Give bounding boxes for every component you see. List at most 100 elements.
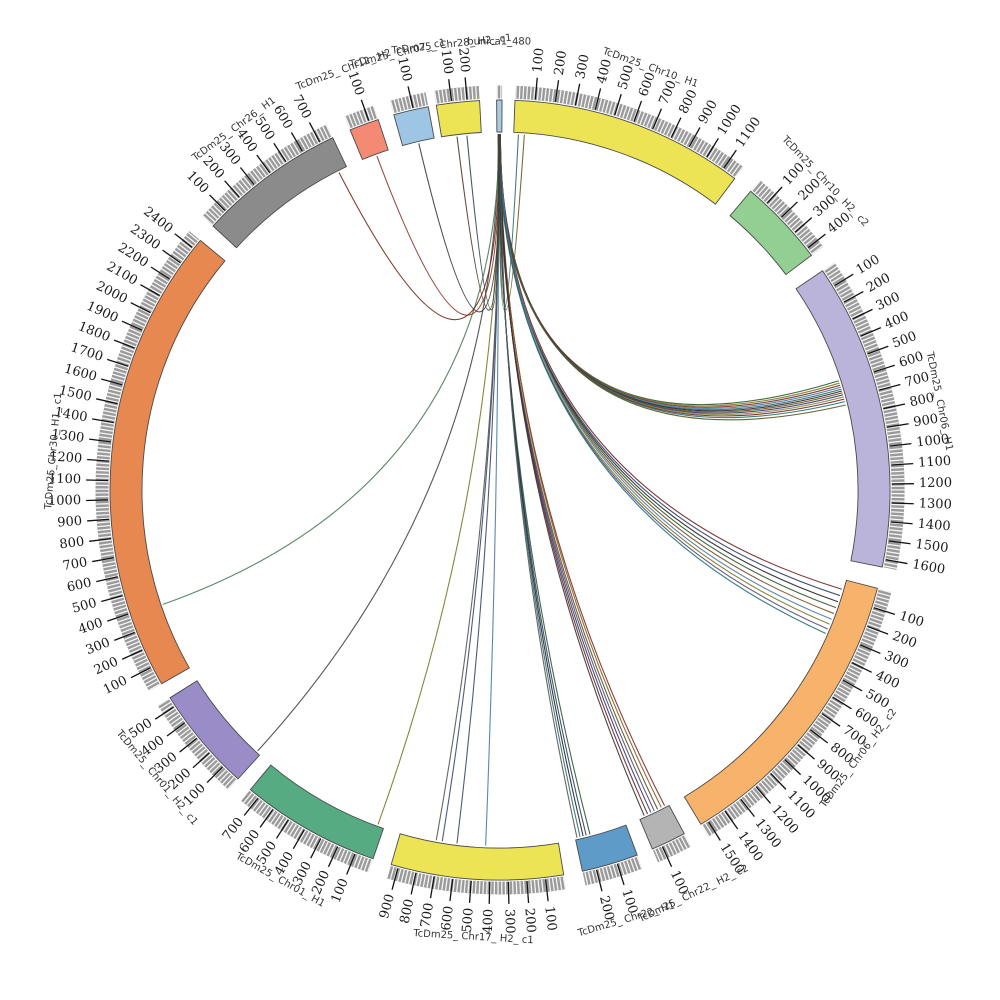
tick-mark xyxy=(275,819,289,839)
tick-mark xyxy=(851,662,872,673)
chromosome-band xyxy=(435,100,482,138)
tick-label: 1300 xyxy=(50,427,85,446)
tick-mark xyxy=(96,398,118,405)
tick-label: 600 xyxy=(270,103,295,132)
minor-tick-dots xyxy=(95,231,200,692)
tick-label: 1100 xyxy=(48,472,81,488)
tick-mark xyxy=(346,853,356,875)
tick-mark xyxy=(873,607,896,615)
tick-label: 100 xyxy=(541,905,559,931)
tick-label: 100 xyxy=(101,673,130,698)
tick-mark xyxy=(449,879,454,902)
tick-mark xyxy=(670,117,682,138)
tick-label: 1400 xyxy=(917,517,951,535)
minor-tick-dots xyxy=(652,835,692,863)
chromosome-band xyxy=(575,824,638,872)
minor-tick-dots xyxy=(582,856,643,886)
minor-tick-dots xyxy=(515,85,744,178)
chromosome-band xyxy=(212,137,348,249)
tick-mark xyxy=(708,821,721,841)
minor-tick-band xyxy=(241,790,373,873)
tick-mark xyxy=(740,798,755,817)
tick-mark xyxy=(888,540,911,545)
tick-label: 500 xyxy=(890,329,918,352)
tick-mark xyxy=(633,100,643,122)
chromosome-band xyxy=(393,106,435,147)
chromosome-band xyxy=(169,680,261,780)
tick-label: 300 xyxy=(501,909,517,934)
tick-mark xyxy=(150,266,171,280)
tick-mark xyxy=(860,327,882,337)
tick-mark xyxy=(859,644,881,655)
tick-mark xyxy=(544,879,549,902)
tick-mark xyxy=(891,462,914,466)
tick-mark xyxy=(121,649,143,660)
synteny-link xyxy=(485,134,500,846)
tick-mark xyxy=(113,339,135,349)
tick-mark xyxy=(130,302,151,314)
synteny-link xyxy=(499,133,645,816)
tick-mark xyxy=(89,537,112,542)
tick-mark xyxy=(92,418,114,424)
tick-mark xyxy=(327,846,339,868)
minor-tick-dots xyxy=(344,105,378,129)
tick-mark xyxy=(755,786,772,804)
synteny-link xyxy=(499,133,662,808)
tick-label: 500 xyxy=(460,907,477,933)
tick-label: 800 xyxy=(59,534,85,552)
tick-label: 600 xyxy=(897,349,925,371)
tick-label: 300 xyxy=(573,53,592,80)
tick-mark xyxy=(890,521,913,525)
tick-mark xyxy=(832,696,852,710)
tick-mark xyxy=(488,881,491,904)
segment-label: bunica1_480 xyxy=(467,36,531,47)
tick-mark xyxy=(92,557,115,563)
tick-label: 800 xyxy=(397,898,417,925)
tick-mark xyxy=(574,83,581,106)
tick-label: 200 xyxy=(596,894,617,922)
tick-label: 200 xyxy=(521,907,538,933)
tick-label: 300 xyxy=(84,635,113,658)
tick-label: 200 xyxy=(92,654,121,678)
tick-mark xyxy=(889,442,912,447)
synteny-link xyxy=(338,134,500,321)
tick-mark xyxy=(292,829,305,850)
tick-mark xyxy=(554,80,560,103)
tick-mark xyxy=(843,290,864,303)
tick-mark xyxy=(206,766,224,784)
synteny-link xyxy=(162,134,500,605)
tick-mark xyxy=(140,284,160,297)
tick-mark xyxy=(174,233,193,248)
minor-tick-dots xyxy=(389,92,429,114)
tick-mark xyxy=(807,233,826,249)
tick-mark xyxy=(614,93,622,116)
tick-mark xyxy=(842,679,863,692)
tick-mark xyxy=(121,320,143,331)
tick-mark xyxy=(770,773,787,790)
chromosome-band xyxy=(513,99,736,205)
tick-label: 400 xyxy=(481,909,497,934)
chromosome-band xyxy=(729,190,813,276)
synteny-link xyxy=(499,133,666,806)
tick-label: 1500 xyxy=(57,383,93,405)
tick-label: 100 xyxy=(618,888,640,916)
tick-mark xyxy=(784,759,802,776)
synteny-link xyxy=(497,134,659,810)
minor-tick-dots xyxy=(433,86,480,104)
tick-mark xyxy=(154,706,174,720)
tick-label: 1100 xyxy=(918,454,952,471)
tick-mark xyxy=(259,809,274,828)
tick-mark xyxy=(89,438,112,443)
tick-mark xyxy=(781,201,798,218)
tick-mark xyxy=(239,167,255,186)
tick-mark xyxy=(360,99,370,121)
tick-label: 1300 xyxy=(919,496,953,512)
tick-label: 200 xyxy=(864,271,893,296)
segment-Chr06_H1: 1002003004005006007008009001000110012001… xyxy=(795,252,954,578)
tick-mark xyxy=(652,108,663,130)
